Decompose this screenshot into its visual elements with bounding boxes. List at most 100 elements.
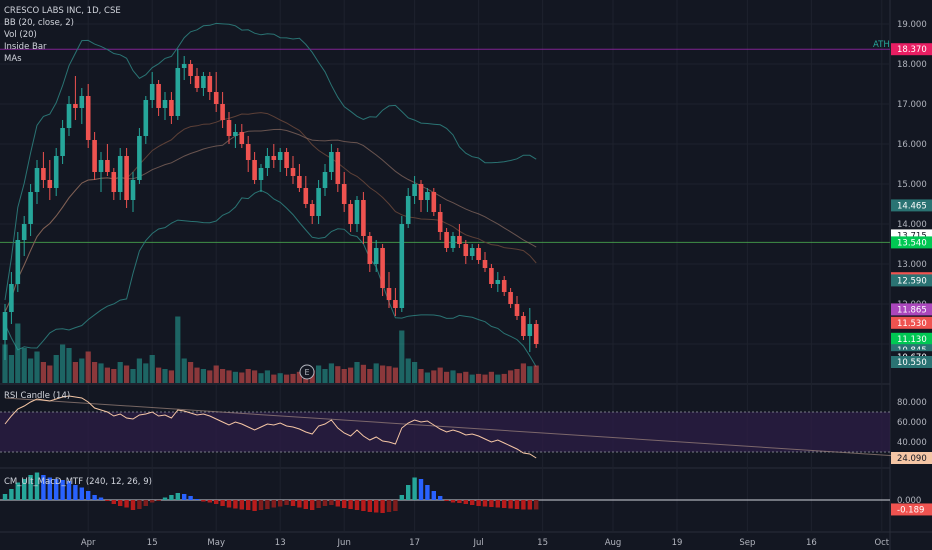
volume-bar (156, 367, 162, 383)
candle-body (28, 192, 33, 224)
macd-histogram-bar (41, 475, 46, 500)
legend-mas: MAs (4, 54, 22, 64)
candle-body (73, 104, 78, 108)
volume-bar (200, 369, 206, 383)
candle-body (271, 156, 277, 160)
macd-histogram-bar (28, 475, 33, 500)
candle-body (162, 100, 168, 108)
macd-histogram-bar (521, 500, 526, 510)
macd-histogram-bar (534, 500, 539, 510)
macd-histogram-bar (348, 500, 353, 509)
time-tick-label: 15 (537, 538, 548, 548)
candle-body (354, 200, 360, 224)
candle-body (105, 160, 110, 172)
macd-label-box (891, 503, 932, 516)
candle-body (220, 104, 225, 120)
earnings-marker[interactable]: E (299, 364, 315, 380)
macd-histogram-bar (495, 500, 500, 508)
macd-histogram-bar (425, 485, 430, 500)
volume-bar (431, 370, 437, 383)
macd-histogram-bar (207, 500, 212, 503)
rsi-tick-label: 60.000 (897, 418, 927, 428)
volume-bar (252, 370, 258, 383)
price-tick-label: 16.000 (897, 140, 927, 150)
candle-body (156, 84, 161, 108)
price-label-box (891, 356, 932, 368)
volume-bar (316, 365, 322, 383)
volume-bar (168, 370, 174, 383)
price-tick-label: 13.000 (897, 260, 927, 270)
volume-bar (47, 365, 53, 383)
candle-body (527, 324, 533, 336)
volume-bar (2, 344, 8, 383)
price-label-text: 11.530 (897, 319, 927, 329)
macd-histogram-bar (482, 500, 488, 507)
candle-body (258, 168, 264, 180)
macd-histogram-bar (226, 500, 232, 508)
macd-histogram-bar (297, 500, 302, 508)
macd-histogram-bar (194, 499, 200, 500)
time-tick-label: Jun (337, 538, 351, 548)
rsi-band (0, 412, 890, 452)
candle-body (92, 140, 97, 172)
candle-body (412, 184, 417, 196)
macd-histogram-bar (233, 500, 238, 509)
macd-histogram-bar (2, 494, 8, 500)
candle-body (482, 260, 488, 268)
price-label-box (891, 43, 932, 56)
bb-lower-line (4, 189, 537, 368)
candle-body (405, 196, 411, 224)
candle-body (130, 180, 136, 200)
time-tick-label: Apr (81, 538, 96, 548)
macd-histogram-bar (265, 500, 270, 509)
macd-histogram-bar (73, 485, 78, 500)
volume-bar (488, 371, 494, 383)
candle-body (194, 76, 200, 88)
volume-bar (149, 355, 155, 383)
volume-bar (469, 374, 475, 383)
candle-body (137, 136, 142, 180)
time-tick-label: 13 (275, 538, 286, 548)
macd-histogram-bar (86, 491, 91, 500)
candle-body (277, 152, 283, 160)
macd-histogram-bar (124, 500, 129, 508)
volume-bar (450, 370, 456, 383)
candle-body (201, 76, 206, 88)
volume-bar (40, 362, 46, 383)
volume-bar (130, 369, 136, 383)
candle-body (457, 236, 462, 244)
macd-histogram-bar (118, 500, 123, 506)
candle-body (284, 152, 289, 168)
candle-body (501, 280, 507, 292)
candle-body (463, 244, 469, 256)
volume-bar (508, 370, 514, 383)
candle-body (533, 324, 539, 344)
candle-body (213, 92, 219, 104)
volume-bar (367, 369, 373, 383)
macd-histogram-bar (220, 500, 225, 506)
candle-body (66, 104, 72, 128)
price-tick-label: 15.000 (897, 180, 927, 190)
price-label-box (891, 274, 932, 287)
macd-histogram-bar (15, 482, 20, 500)
candle-body (309, 204, 315, 216)
candle-body (329, 152, 334, 172)
candle-body (149, 84, 155, 100)
volume-bar (34, 351, 40, 383)
volume-bar (335, 366, 341, 383)
macd-histogram-bar (162, 497, 168, 500)
candle-body (233, 132, 238, 136)
macd-histogram-bar (303, 500, 308, 509)
macd-histogram-bar (105, 500, 110, 501)
price-label-text: 18.370 (897, 45, 927, 55)
candle-body (341, 184, 347, 204)
candle-body (444, 232, 449, 248)
candle-body (297, 176, 302, 188)
candle-body (361, 200, 366, 236)
macd-histogram-bar (310, 500, 315, 510)
time-tick-label: Aug (605, 538, 622, 548)
macd-histogram-bar (399, 495, 404, 500)
rsi-line (4, 395, 537, 459)
